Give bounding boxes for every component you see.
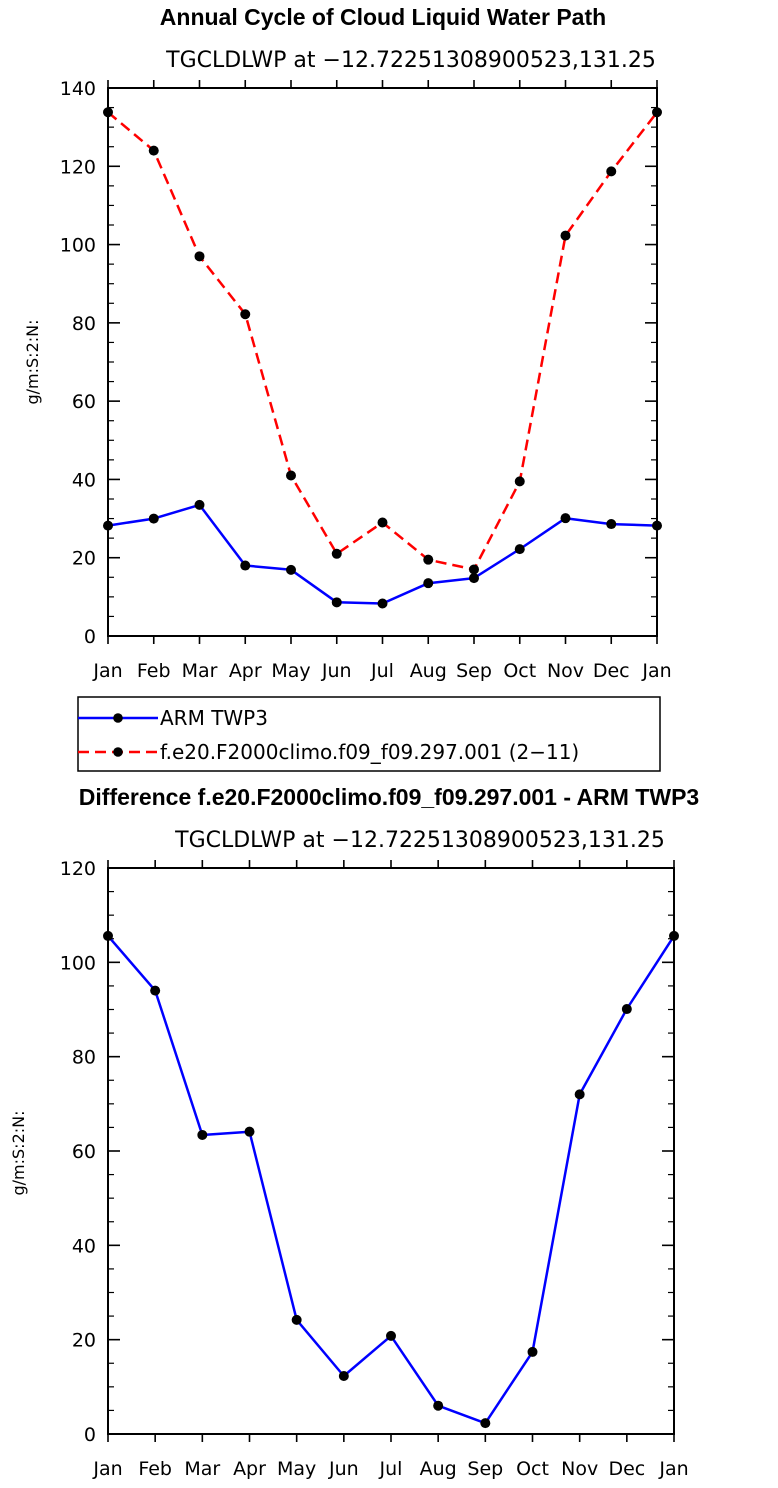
chart1-series-0-point: [194, 499, 205, 510]
chart1-xtick-label: Jul: [370, 660, 394, 682]
chart1-xtick-label: Aug: [410, 660, 447, 682]
chart1-series-0-point: [331, 597, 342, 608]
chart2-series-0-point: [150, 985, 161, 996]
chart1-series-0-point: [377, 598, 388, 609]
chart1-xtick-label: Mar: [182, 660, 218, 682]
chart1-xtick-label: Jan: [92, 660, 122, 682]
chart1-series-line-1: [107, 111, 658, 571]
chart1-ytick-label: 140: [60, 78, 96, 100]
chart1-series-0-point: [423, 578, 434, 589]
chart1-series-1-point: [286, 470, 296, 481]
chart2-series-0-point: [574, 1089, 585, 1100]
chart1-ylabel: g/m:S:2:N:: [23, 320, 42, 405]
chart2-frame: [107, 867, 675, 1435]
chart2-xtick-label: Apr: [233, 1458, 266, 1480]
chart1-series-1-point: [606, 166, 617, 177]
chart1-series-1-point: [148, 145, 159, 156]
chart1-xtick-label: Nov: [547, 660, 584, 682]
chart2-ytick-label: 80: [72, 1047, 96, 1069]
chart2-plot: 0 20 40 60 80 100 120 Jan Feb Mar Apr May Jun Jul Aug S…: [60, 858, 689, 1480]
legend-label-arm: ARM TWP3: [160, 706, 268, 730]
chart1-series-1-point: [377, 517, 388, 528]
chart1-series-0-point: [469, 573, 479, 584]
chart1-xtick-label: Jun: [321, 660, 352, 682]
chart1-series-0-point: [514, 544, 525, 555]
chart2-ytick-label: 120: [60, 858, 96, 880]
chart1-xtick-label: Jan: [641, 660, 671, 682]
chart1-xtick-label: Sep: [456, 660, 492, 682]
chart2-series-0-point: [197, 1129, 208, 1140]
chart1-ytick-label: 0: [84, 626, 96, 648]
chart2-ytick-label: 60: [72, 1141, 96, 1163]
chart1-xtick-label: May: [271, 660, 310, 682]
chart1-series-0-point: [560, 513, 571, 524]
chart1-xtick-label: Feb: [137, 660, 171, 682]
chart2-ytick-label: 20: [72, 1330, 96, 1352]
chart1-series-0-point: [606, 519, 617, 530]
chart1-ytick-label: 20: [72, 548, 96, 570]
chart2-xtick-label: Feb: [138, 1458, 172, 1480]
chart1-series-0-point: [240, 560, 251, 571]
chart2-series-0-point: [621, 1004, 632, 1015]
legend-label-model: f.e20.F2000climo.f09_f09.297.001 (2−11): [160, 740, 579, 764]
chart1-series-1-point: [514, 476, 525, 487]
chart2-series-0-point: [338, 1370, 349, 1381]
chart2-xtick-label: Oct: [516, 1458, 549, 1480]
chart1-series-1-point: [103, 107, 113, 118]
chart2-ylabel: g/m:S:2:N:: [9, 1111, 28, 1196]
chart2-series-0-point: [433, 1400, 444, 1411]
chart1-subtitle: TGCLDLWP at −12.72251308900523,131.25: [165, 48, 656, 73]
chart2-ytick-label: 100: [60, 952, 96, 974]
chart2-ytick-label: 40: [72, 1235, 96, 1257]
chart2-xtick-label: Sep: [467, 1458, 503, 1480]
chart2-series-line-0: [107, 935, 676, 1425]
chart1-series-0-point: [652, 520, 662, 531]
chart1-series-0-point: [148, 513, 159, 524]
chart1-series-1-point: [423, 554, 434, 565]
legend-marker-arm: [113, 713, 123, 723]
chart1-series-1-point: [560, 230, 571, 241]
chart1-ytick-label: 100: [60, 235, 96, 257]
legend-box: [77, 696, 661, 772]
chart1-series-1-point: [469, 564, 479, 575]
chart2-xtick-label: Mar: [184, 1458, 220, 1480]
chart2-series-0-point: [480, 1418, 491, 1429]
chart1-xtick-label: Apr: [229, 660, 262, 682]
chart2-xtick-label: Jul: [379, 1458, 403, 1480]
chart2-series-0-point: [291, 1314, 302, 1325]
chart1-xtick-label: Oct: [503, 660, 536, 682]
chart2-subtitle: TGCLDLWP at −12.72251308900523,131.25: [174, 828, 665, 853]
chart2-xtick-label: Aug: [420, 1458, 457, 1480]
chart1-series-1-point: [331, 548, 342, 559]
chart2-series-0-point: [669, 930, 679, 941]
chart2-series-0-point: [103, 930, 113, 941]
chart2-series-0-point: [527, 1346, 538, 1357]
chart1-title: Annual Cycle of Cloud Liquid Water Path: [160, 4, 606, 30]
chart1-plot: 0 20 40 60 80 100 120 140 Jan Feb Mar Apr May Jun Jul A…: [60, 78, 672, 682]
chart2-series-0-point: [244, 1126, 255, 1137]
chart2-xtick-label: May: [277, 1458, 316, 1480]
chart2-xtick-label: Jan: [658, 1458, 688, 1480]
chart1-ytick-label: 40: [72, 469, 96, 491]
chart1-series-0-point: [286, 564, 296, 575]
chart1-series-1-point: [240, 309, 251, 320]
chart1-ytick-label: 120: [60, 156, 96, 178]
chart2-ytick-label: 0: [84, 1424, 96, 1446]
legend: ARM TWP3 f.e20.F2000climo.f09_f09.297.00…: [77, 696, 661, 772]
chart1-ytick-label: 80: [72, 313, 96, 335]
chart1-series-0-point: [103, 520, 113, 531]
chart2-xtick-label: Dec: [608, 1458, 645, 1480]
chart1-ytick-label: 60: [72, 391, 96, 413]
legend-marker-model: [113, 747, 123, 757]
chart2-xtick-label: Jan: [92, 1458, 122, 1480]
chart1-xtick-label: Dec: [593, 660, 630, 682]
chart2-xtick-label: Jun: [328, 1458, 359, 1480]
chart2-series-0-point: [386, 1330, 396, 1341]
chart2-xtick-label: Nov: [561, 1458, 598, 1480]
chart1-series-1-point: [652, 107, 662, 118]
chart1-frame: [107, 87, 658, 637]
chart2-title: Difference f.e20.F2000climo.f09_f09.297.…: [79, 784, 699, 810]
chart1-series-1-point: [194, 251, 205, 262]
